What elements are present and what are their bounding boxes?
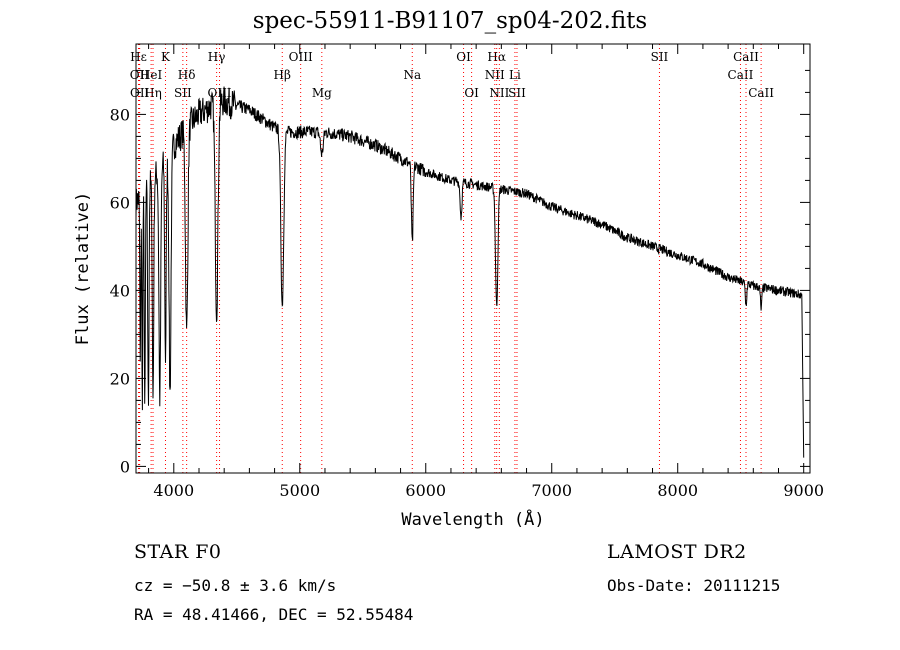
line-label: OI — [464, 86, 479, 100]
line-label: OII — [130, 86, 150, 100]
y-tick-label: 40 — [110, 281, 130, 300]
y-tick-label: 0 — [120, 457, 130, 476]
line-label: OII — [130, 68, 150, 82]
line-label: NII — [485, 68, 505, 82]
line-label: SII — [651, 50, 669, 64]
spectrum-series-line — [135, 86, 805, 458]
line-label: NII — [489, 86, 509, 100]
line-label: Mg — [312, 86, 332, 100]
line-label: Li — [509, 68, 521, 82]
x-axis-label: Wavelength (Å) — [401, 508, 544, 530]
y-tick-label: 20 — [110, 369, 130, 388]
object-classification: STAR F0 — [134, 541, 222, 563]
y-tick-label: 80 — [110, 105, 130, 124]
line-label: Na — [403, 68, 421, 82]
line-label: CaII — [728, 68, 754, 82]
line-label: SII — [508, 86, 526, 100]
x-tick-label: 9000 — [783, 481, 824, 500]
plot-frame — [135, 43, 811, 474]
line-label: Hγ — [208, 50, 226, 64]
x-tick-label: 6000 — [405, 481, 446, 500]
y-tick-label: 60 — [110, 193, 130, 212]
x-tick-label: 5000 — [279, 481, 320, 500]
y-axis-label: Flux (relative) — [73, 192, 93, 346]
line-label: SII — [174, 86, 192, 100]
line-label: OIII — [289, 50, 313, 64]
line-label: CaII — [733, 50, 759, 64]
survey-name: LAMOST DR2 — [607, 541, 747, 563]
line-label: OI — [456, 50, 471, 64]
line-label: K — [161, 50, 171, 64]
x-tick-label: 8000 — [657, 481, 698, 500]
chart-title: spec-55911-B91107_sp04-202.fits — [252, 8, 648, 34]
redshift-velocity: cz = −50.8 ± 3.6 km/s — [134, 576, 337, 595]
line-label: Hβ — [274, 68, 291, 82]
line-label: CaII — [748, 86, 774, 100]
ra-dec-coordinates: RA = 48.41466, DEC = 52.55484 — [134, 605, 414, 624]
line-label: OIII — [207, 86, 231, 100]
line-label: Hα — [487, 50, 506, 64]
line-label: HeI — [140, 68, 163, 82]
line-label: Hη — [144, 86, 162, 100]
observation-date: Obs-Date: 20111215 — [607, 576, 781, 595]
line-label: Hε — [130, 50, 147, 64]
x-tick-label: 4000 — [153, 481, 194, 500]
x-tick-label: 7000 — [531, 481, 572, 500]
line-label: Hδ — [178, 68, 196, 82]
